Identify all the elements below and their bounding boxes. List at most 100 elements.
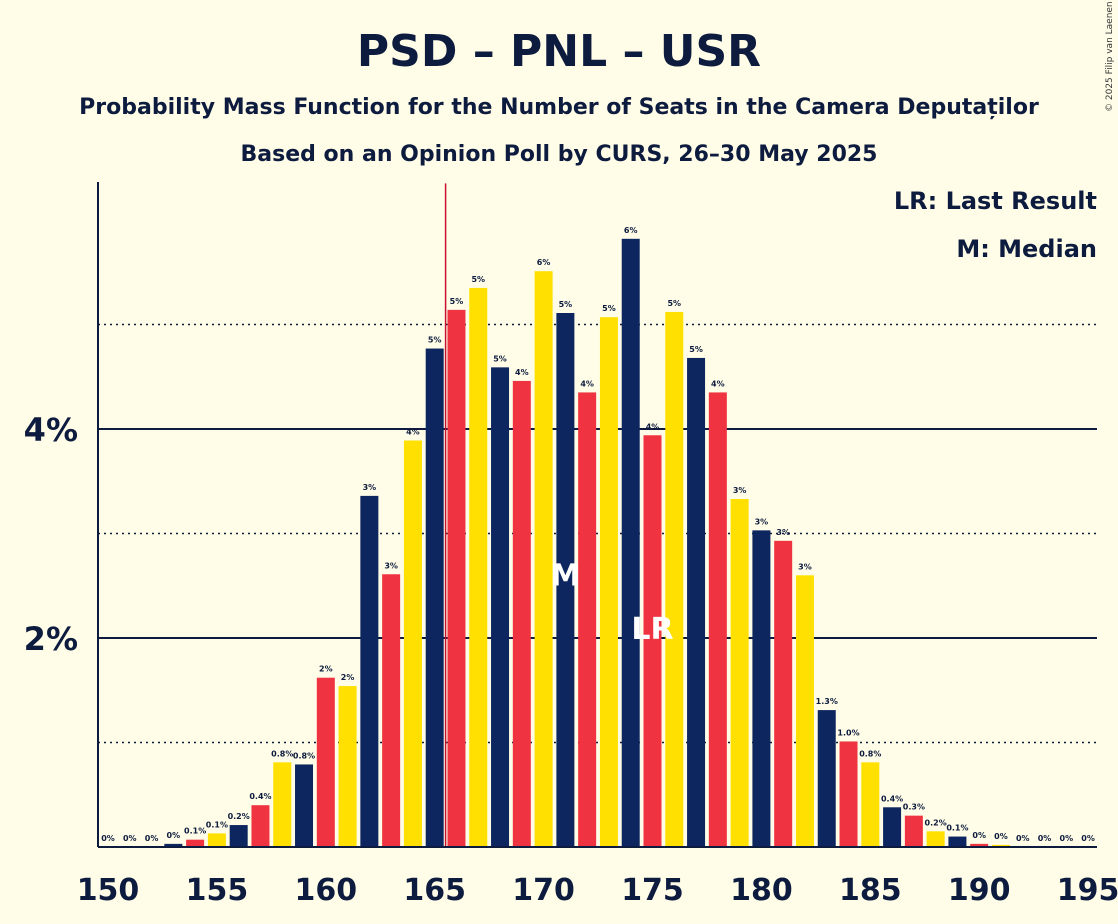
bar: [904, 815, 923, 847]
bars: [164, 183, 1010, 848]
bar-value-label: 3%: [755, 517, 769, 526]
bar-value-label: 4%: [406, 427, 420, 436]
bar: [730, 499, 749, 847]
bar-value-label: 3%: [733, 486, 747, 495]
bar: [425, 348, 444, 847]
y-tick-label: 4%: [24, 411, 78, 449]
bar-value-label: 5%: [667, 299, 681, 308]
bar: [338, 686, 357, 847]
bar: [403, 440, 422, 847]
bar: [926, 831, 945, 847]
y-tick-label: 2%: [24, 620, 78, 658]
legend-last-result: LR: Last Result: [894, 187, 1097, 215]
median-marker: M: [550, 558, 580, 593]
bar: [991, 844, 1010, 847]
bar: [578, 392, 597, 847]
bar-value-label: 4%: [515, 368, 529, 377]
grid-lines: [98, 323, 1097, 744]
bar: [382, 574, 401, 847]
bar: [251, 805, 270, 847]
bar-value-label: 0%: [1016, 834, 1030, 843]
bar-value-label: 0%: [145, 834, 159, 843]
bar-value-label: 0%: [972, 831, 986, 840]
bar-value-label: 0.1%: [184, 827, 206, 836]
bar: [447, 309, 466, 847]
bar-value-label: 1.3%: [816, 697, 838, 706]
bar-value-label: 0%: [1060, 834, 1074, 843]
bar: [599, 317, 618, 847]
bar-value-label: 2%: [319, 665, 333, 674]
markers: M LR: [550, 558, 673, 647]
legend-median: M: Median: [956, 235, 1097, 263]
bar: [970, 843, 989, 847]
chart-subtitle: Probability Mass Function for the Number…: [79, 95, 1039, 120]
x-tick-label: 180: [730, 873, 793, 908]
bar-value-label: 0.2%: [925, 818, 947, 827]
bar-value-label: 4%: [580, 379, 594, 388]
bar-value-label: 0.4%: [249, 792, 271, 801]
bar: [316, 677, 335, 847]
bar-value-label: 0%: [1038, 834, 1052, 843]
bar-value-label: 1.0%: [837, 728, 859, 737]
bar-value-label: 0.1%: [946, 824, 968, 833]
bar-value-label: 3%: [363, 483, 377, 492]
bar: [621, 238, 640, 847]
x-tick-label: 170: [512, 873, 575, 908]
bar: [861, 762, 880, 847]
bar: [207, 833, 226, 847]
bar: [556, 313, 575, 847]
bar-value-label: 3%: [798, 562, 812, 571]
x-tick-label: 165: [403, 873, 466, 908]
last-result-marker: LR: [631, 612, 673, 647]
bar: [643, 435, 662, 847]
bar: [817, 710, 836, 847]
bar-value-label: 0.3%: [903, 803, 925, 812]
bar: [229, 825, 248, 847]
x-tick-label: 160: [294, 873, 357, 908]
bar-value-label: 4%: [646, 422, 660, 431]
x-tick-label: 195: [1057, 873, 1118, 908]
x-tick-label: 185: [839, 873, 902, 908]
bar: [687, 357, 706, 847]
bar: [469, 287, 488, 847]
bar: [295, 764, 314, 847]
bar-value-label: 5%: [689, 345, 703, 354]
bar-value-label: 0.2%: [228, 812, 250, 821]
x-tick-label: 155: [186, 873, 249, 908]
bar: [839, 741, 858, 847]
bar-value-label: 0.8%: [859, 749, 881, 758]
axes: 2% 4% 150 155 160 165 170 175 180 185 190 195: [24, 182, 1118, 908]
bar-value-label: 0%: [101, 834, 115, 843]
bar-value-label: 5%: [450, 297, 464, 306]
chart-subtitle-source: Based on an Opinion Poll by CURS, 26–30 …: [241, 142, 878, 167]
chart-title: PSD – PNL – USR: [357, 26, 761, 77]
bar-value-label: 3%: [776, 528, 790, 537]
bar-value-label: 6%: [624, 226, 638, 235]
bar: [534, 271, 553, 848]
bar-value-label: 0.8%: [271, 749, 293, 758]
bar: [708, 392, 727, 847]
x-tick-label: 150: [77, 873, 140, 908]
bar-value-label: 2%: [341, 673, 355, 682]
copyright-note: © 2025 Filip van Laenen: [1105, 1, 1115, 112]
bar: [164, 843, 183, 847]
bar-value-label: 0%: [994, 832, 1008, 841]
bar-value-label: 0.8%: [293, 751, 315, 760]
bar-value-label: 0%: [123, 834, 137, 843]
bar-value-label: 5%: [471, 275, 485, 284]
bar: [795, 575, 814, 847]
x-tick-label: 190: [948, 873, 1011, 908]
bar-value-label: 5%: [602, 304, 616, 313]
bar-value-label: 5%: [428, 336, 442, 345]
bar-value-label: 0.4%: [881, 794, 903, 803]
bar-value-label: 4%: [711, 379, 725, 388]
x-tick-label: 175: [621, 873, 684, 908]
bar: [948, 836, 967, 847]
bar: [774, 540, 793, 847]
bar: [360, 495, 379, 847]
bar-value-label: 3%: [384, 561, 398, 570]
bar-value-label: 0%: [167, 831, 181, 840]
bar-value-label: 5%: [559, 300, 573, 309]
bar: [491, 367, 510, 847]
